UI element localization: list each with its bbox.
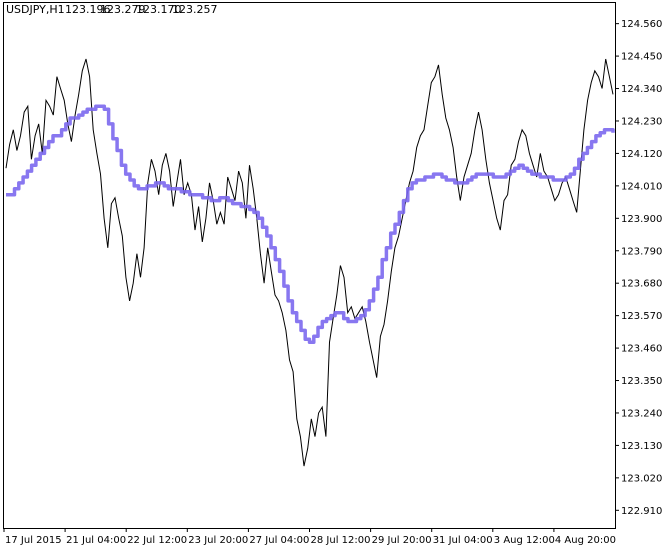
y-tick-label: 124.450: [621, 52, 662, 63]
low-price: 123.170: [136, 3, 182, 16]
chart-header: USDJPY,H1 123.196 123.279 123.170 123.25…: [6, 3, 218, 16]
y-tick-label: 124.120: [621, 149, 662, 160]
y-tick-label: 123.790: [621, 246, 662, 257]
time-axis: 17 Jul 2015 21 Jul 04:00 22 Jul 12:00 23 Ju…: [3, 528, 616, 546]
y-tick-label: 122.910: [621, 506, 662, 517]
x-tick-label: 27 Jul 04:00: [249, 535, 309, 546]
price-line: [5, 58, 614, 467]
x-tick-label: 3 Aug 12:00: [494, 535, 555, 546]
y-tick-label: 123.570: [621, 311, 662, 322]
y-tick-label: 124.340: [621, 84, 662, 95]
y-tick-label: 124.230: [621, 116, 662, 127]
y-tick-label: 123.240: [621, 408, 662, 419]
x-tick-label: 21 Jul 04:00: [66, 535, 126, 546]
y-tick-label: 123.900: [621, 214, 662, 225]
y-tick-label: 123.350: [621, 376, 662, 387]
y-tick-label: 123.130: [621, 441, 662, 452]
y-tick-label: 124.010: [621, 181, 662, 192]
close-price: 123.257: [172, 3, 218, 16]
y-tick-label: 123.680: [621, 279, 662, 290]
x-tick-label: 28 Jul 12:00: [311, 535, 371, 546]
moving-average-line: [6, 104, 615, 344]
y-tick-label: 123.020: [621, 473, 662, 484]
price-axis: 124.560 124.450 124.340 124.230 124.120 124.0…: [615, 19, 662, 517]
y-tick-label: 124.560: [621, 19, 662, 30]
x-tick-label: 22 Jul 12:00: [127, 535, 187, 546]
x-tick-label: 29 Jul 20:00: [372, 535, 432, 546]
open-price: 123.196: [65, 3, 111, 16]
x-tick-label: 31 Jul 04:00: [433, 535, 493, 546]
high-price: 123.279: [100, 3, 146, 16]
symbol-label: USDJPY,H1: [6, 3, 65, 16]
x-tick-label: 17 Jul 2015: [5, 535, 62, 546]
x-tick-label: 4 Aug 20:00: [555, 535, 616, 546]
series-layer: [5, 58, 615, 467]
y-tick-label: 123.460: [621, 344, 662, 355]
x-tick-label: 23 Jul 20:00: [188, 535, 248, 546]
